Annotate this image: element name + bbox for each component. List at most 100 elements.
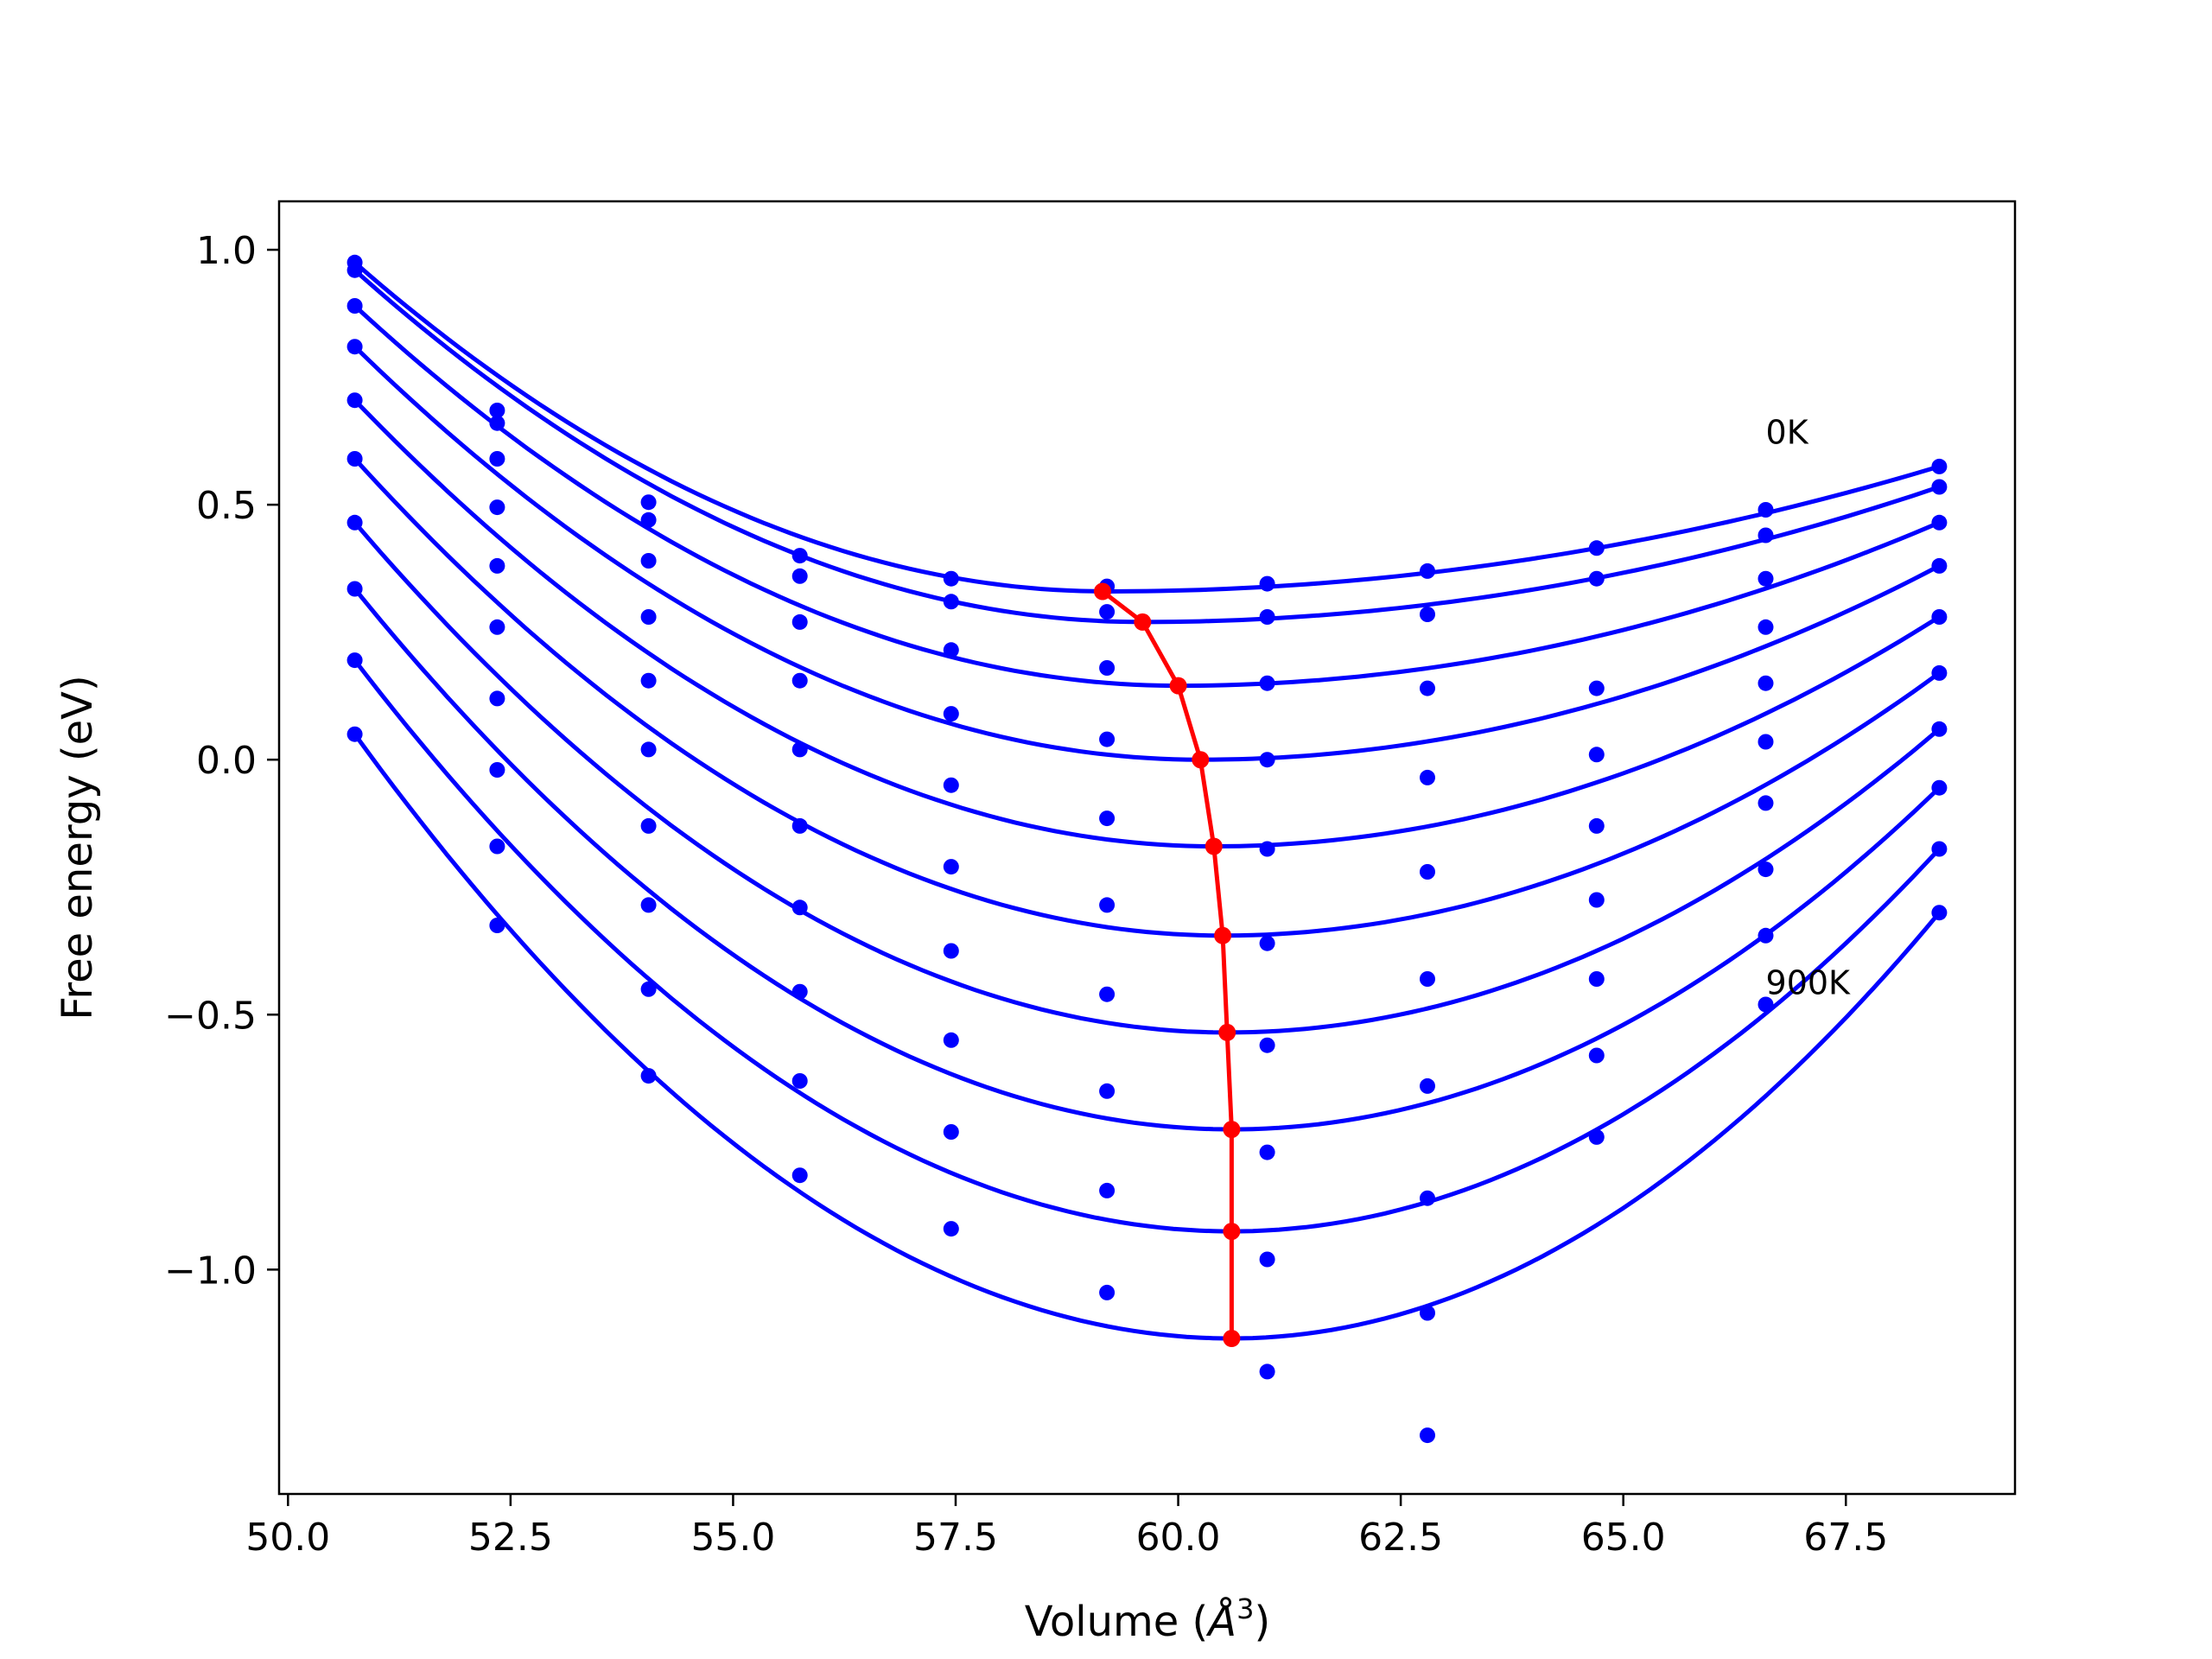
data-point-200K-2 — [640, 553, 657, 569]
x-tick-label: 62.5 — [1358, 1516, 1443, 1560]
minimum-point-4 — [1205, 837, 1223, 855]
data-point-600K-7 — [1420, 1077, 1435, 1094]
data-point-600K-10 — [1931, 721, 1948, 737]
data-point-600K-1 — [489, 690, 505, 707]
data-point-500K-5 — [1099, 897, 1116, 913]
data-point-200K-6 — [1259, 675, 1275, 691]
minimum-point-2 — [1169, 677, 1187, 695]
data-point-900K-5 — [1099, 1284, 1116, 1300]
data-point-100K-2 — [640, 512, 657, 528]
fit-curve-700K — [353, 587, 1942, 1132]
data-point-400K-4 — [943, 777, 959, 793]
annotation-label: 0K — [1766, 413, 1809, 451]
data-point-200K-5 — [1099, 660, 1116, 676]
minimum-point-3 — [1192, 751, 1210, 769]
data-point-500K-8 — [1588, 892, 1605, 908]
data-point-300K-8 — [1588, 747, 1605, 763]
data-point-700K-3 — [791, 983, 808, 1000]
x-axis-ticks: 50.0 52.5 55.0 57.5 60.0 62.5 65.0 67.5 — [245, 1494, 1888, 1560]
temperature-annotations: 0K 900K — [1766, 413, 1852, 1001]
data-point-700K-9 — [1758, 861, 1774, 878]
data-point-300K-2 — [640, 609, 657, 625]
data-point-0K-4 — [943, 570, 959, 587]
minimum-point-5 — [1214, 926, 1232, 944]
data-point-500K-0 — [346, 451, 363, 467]
data-point-100K-1 — [489, 415, 505, 431]
fit-curve-0K — [353, 260, 1941, 594]
data-point-900K-9 — [1758, 996, 1774, 1013]
data-point-900K-3 — [791, 1167, 808, 1184]
data-point-400K-3 — [791, 741, 808, 758]
data-point-800K-7 — [1420, 1305, 1435, 1321]
data-point-500K-1 — [489, 619, 505, 635]
data-point-900K-2 — [640, 1068, 657, 1084]
minimum-point-6 — [1218, 1023, 1236, 1041]
data-point-600K-0 — [346, 514, 363, 531]
data-point-200K-0 — [346, 298, 363, 314]
data-point-400K-0 — [346, 392, 363, 409]
x-tick-label: 55.0 — [690, 1516, 775, 1560]
data-point-200K-8 — [1588, 680, 1605, 696]
y-tick-label: −1.0 — [164, 1249, 257, 1293]
x-tick-label: 50.0 — [245, 1516, 330, 1560]
data-point-500K-9 — [1758, 734, 1774, 750]
y-tick-label: 1.0 — [196, 229, 257, 273]
data-point-300K-3 — [791, 672, 808, 689]
fit-curve-300K — [353, 345, 1941, 762]
y-tick-label: 0.5 — [196, 484, 257, 528]
fit-curve-800K — [353, 658, 1942, 1234]
minimum-point-0 — [1094, 582, 1111, 601]
data-point-400K-10 — [1931, 609, 1948, 625]
data-point-800K-4 — [943, 1124, 959, 1140]
data-point-900K-4 — [943, 1221, 959, 1237]
x-tick-label: 65.0 — [1581, 1516, 1666, 1560]
data-point-300K-9 — [1758, 619, 1774, 635]
minimum-point-1 — [1134, 613, 1152, 631]
x-tick-label: 67.5 — [1803, 1516, 1888, 1560]
data-point-100K-0 — [346, 262, 363, 278]
data-point-700K-6 — [1259, 1144, 1275, 1160]
data-point-600K-6 — [1259, 1037, 1275, 1053]
data-point-200K-7 — [1420, 680, 1435, 696]
data-point-300K-6 — [1259, 752, 1275, 768]
minimum-path — [1094, 582, 1241, 1347]
data-point-800K-3 — [791, 1073, 808, 1089]
data-point-900K-1 — [489, 918, 505, 933]
data-point-200K-3 — [791, 613, 808, 630]
data-point-600K-3 — [791, 899, 808, 916]
data-point-100K-7 — [1420, 607, 1435, 622]
data-point-600K-5 — [1099, 986, 1116, 1002]
fit-curve-500K — [353, 457, 1941, 938]
data-point-400K-5 — [1099, 810, 1116, 827]
data-point-400K-9 — [1758, 675, 1774, 691]
data-point-200K-1 — [489, 451, 505, 467]
data-point-100K-9 — [1758, 527, 1774, 543]
fit-curve-200K — [353, 304, 1941, 689]
x-tick-label: 52.5 — [468, 1516, 553, 1560]
data-point-800K-5 — [1099, 1182, 1116, 1198]
data-point-100K-8 — [1588, 570, 1605, 587]
data-point-500K-7 — [1420, 971, 1435, 987]
y-tick-label: −0.5 — [164, 994, 257, 1038]
x-tick-label: 57.5 — [913, 1516, 998, 1560]
data-point-0K-3 — [791, 548, 808, 564]
data-points — [346, 254, 1948, 1444]
minimum-point-9 — [1223, 1330, 1241, 1347]
data-point-500K-2 — [640, 741, 657, 758]
data-point-700K-0 — [346, 581, 363, 597]
data-point-200K-10 — [1931, 514, 1948, 531]
data-point-800K-0 — [346, 652, 363, 669]
minimum-point-7 — [1223, 1121, 1241, 1139]
data-point-100K-3 — [791, 568, 808, 584]
fit-curves — [353, 260, 1942, 1341]
fit-curve-400K — [353, 398, 1941, 849]
x-axis-label: Volume (Å3) — [1025, 1592, 1270, 1646]
data-point-800K-2 — [640, 981, 657, 997]
data-point-200K-4 — [943, 642, 959, 658]
data-point-0K-2 — [640, 494, 657, 511]
plot-frame — [277, 200, 2017, 1496]
data-point-500K-6 — [1259, 935, 1275, 951]
data-point-500K-4 — [943, 859, 959, 875]
data-point-800K-9 — [1758, 927, 1774, 944]
minimum-point-8 — [1223, 1223, 1241, 1241]
